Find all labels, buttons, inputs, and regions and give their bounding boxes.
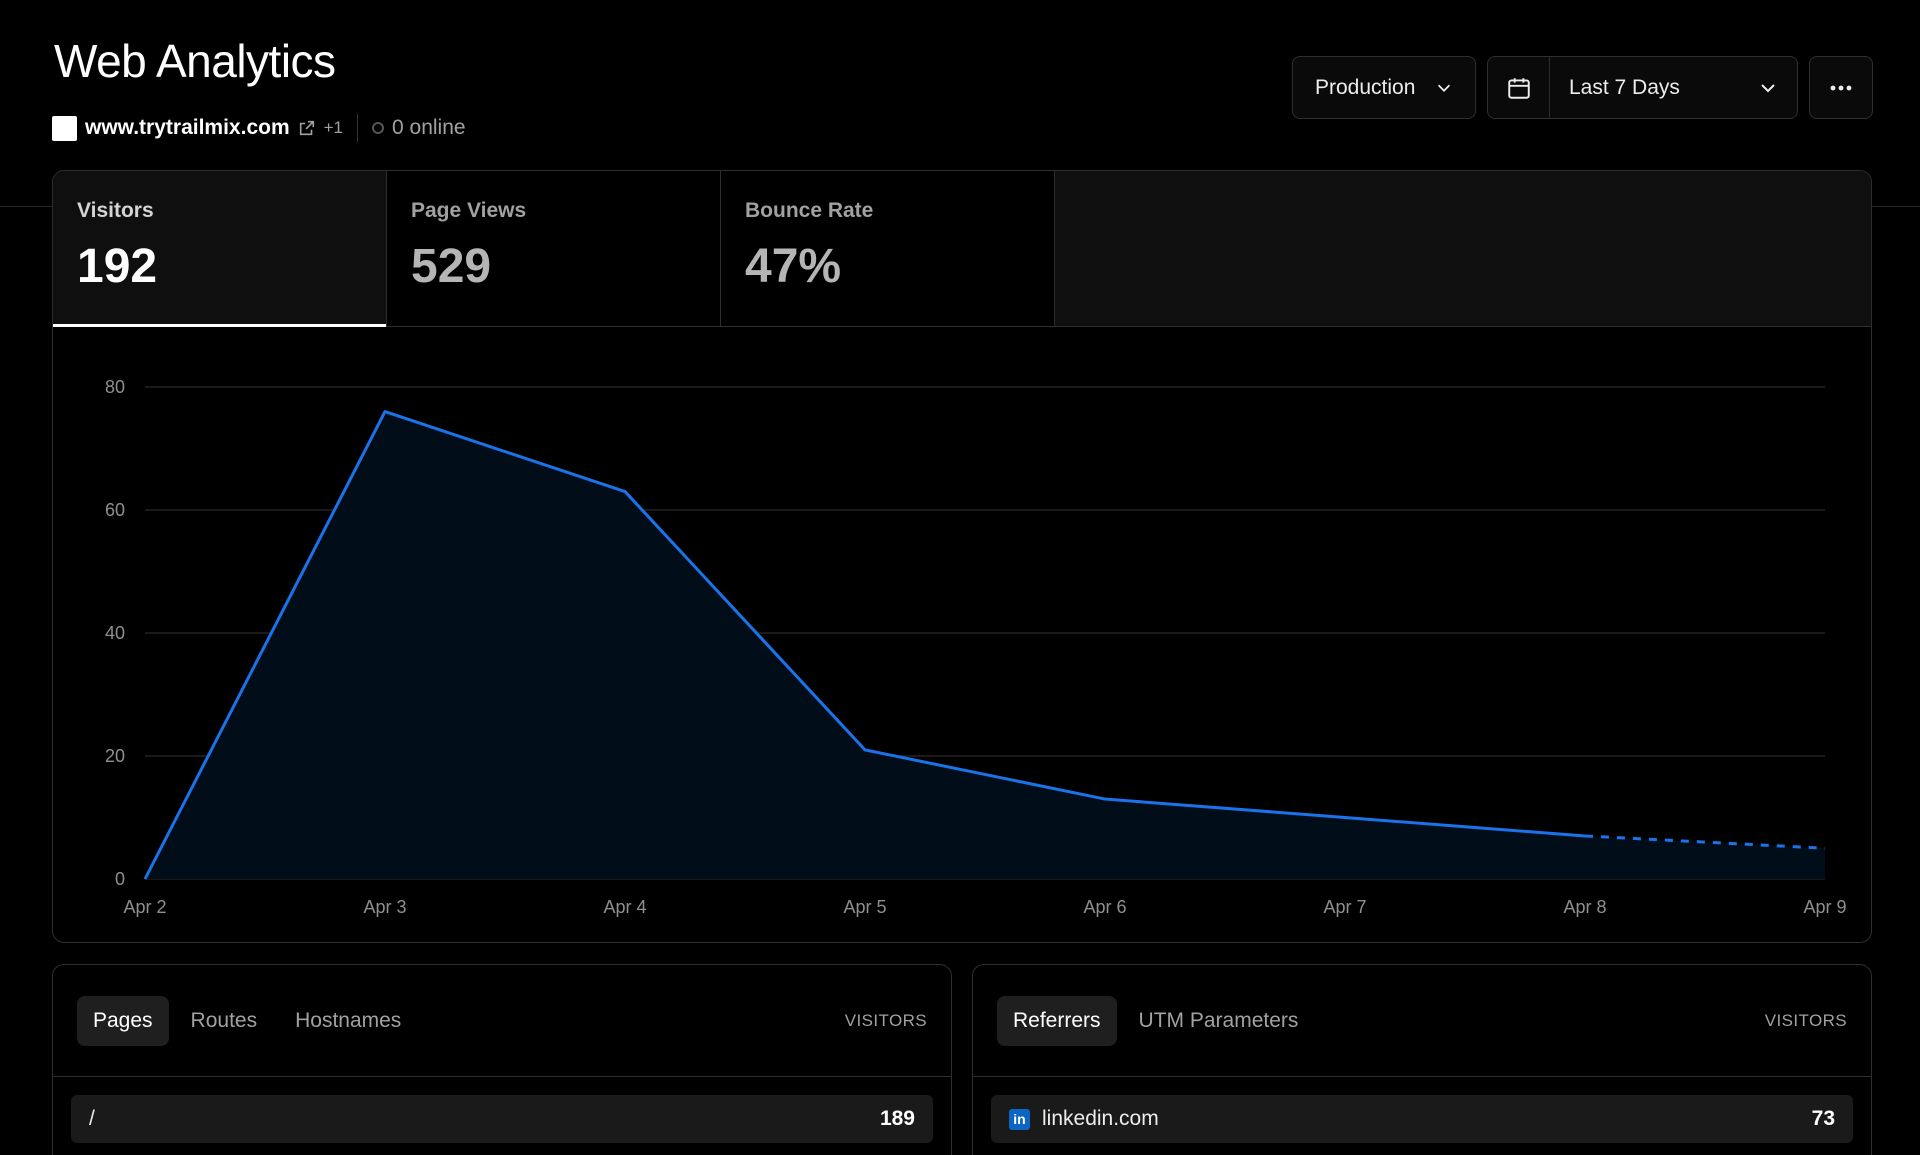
metric-tabs: Visitors 192 Page Views 529 Bounce Rate … [53,171,1871,327]
y-tick-label: 80 [105,377,125,397]
date-range-dropdown[interactable]: Last 7 Days [1550,76,1797,100]
row-value: 189 [879,1107,915,1130]
date-range-select[interactable]: Last 7 Days [1487,56,1798,119]
online-status-icon [372,122,385,134]
more-horizontal-icon [1830,85,1852,90]
metric-label: Visitors [77,199,154,222]
linkedin-icon: in [1009,1108,1030,1130]
y-tick-label: 20 [105,746,125,766]
metric-tab-page-views[interactable]: Page Views 529 [387,171,721,326]
y-tick-label: 60 [105,500,125,520]
x-tick-label: Apr 5 [843,897,886,917]
chevron-down-icon [1761,83,1775,92]
x-tick-label: Apr 4 [603,897,646,917]
column-header-visitors: VISITORS [844,1010,927,1030]
tab-routes[interactable]: Routes [190,1008,258,1032]
row-label: linkedin.com [1042,1107,1159,1130]
x-tick-label: Apr 2 [123,897,166,917]
site-row: www.trytrailmix.com +1 0 online [52,114,466,142]
visitors-chart: 0 20 40 60 80 Apr 2 Apr 3 Apr 4 Apr 5 Apr 6 Apr 7 A… [53,327,1871,942]
series-line [143,410,1586,880]
environment-select[interactable]: Production [1292,56,1476,119]
metric-value: 192 [77,240,158,293]
x-tick-label: Apr 7 [1323,897,1366,917]
series-area [145,411,1825,879]
x-tick-label: Apr 6 [1083,897,1126,917]
date-range-label: Last 7 Days [1569,75,1680,99]
y-tick-label: 0 [115,869,125,889]
tab-referrers[interactable]: Referrers [997,995,1117,1046]
metric-tab-visitors[interactable]: Visitors 192 [53,171,387,327]
tab-utm-parameters[interactable]: UTM Parameters [1138,1008,1299,1032]
metric-tab-bounce-rate[interactable]: Bounce Rate 47% [721,171,1055,326]
environment-label: Production [1315,75,1416,99]
pages-panel-header: Pages Routes Hostnames VISITORS [53,965,951,1077]
x-tick-label: Apr 9 [1803,897,1846,917]
metric-label: Bounce Rate [745,199,874,222]
site-favicon-icon [52,115,77,141]
table-row[interactable]: / 189 [71,1095,933,1143]
row-value: 73 [1811,1107,1835,1130]
external-link-icon[interactable] [298,119,316,137]
chart-svg: 0 20 40 60 80 Apr 2 Apr 3 Apr 4 Apr 5 Apr 6 Apr 7 A… [105,377,1847,917]
extra-domains-badge[interactable]: +1 [323,118,344,137]
calendar-button[interactable] [1488,57,1550,118]
online-count: 0 online [392,116,466,139]
x-tick-label: Apr 8 [1563,897,1606,917]
metric-value: 529 [411,240,492,293]
page-title: Web Analytics [54,35,336,87]
tab-pages[interactable]: Pages [77,995,169,1046]
metric-label: Page Views [411,199,527,222]
chevron-down-icon [1437,84,1451,92]
row-label: / [89,1107,95,1130]
more-options-button[interactable] [1809,56,1873,119]
table-row[interactable]: in linkedin.com 73 [991,1095,1853,1143]
y-tick-label: 40 [105,623,125,643]
analytics-card: Visitors 192 Page Views 529 Bounce Rate … [52,170,1872,943]
tab-hostnames[interactable]: Hostnames [295,1008,402,1032]
site-link[interactable]: www.trytrailmix.com [85,116,290,139]
column-header-visitors: VISITORS [1764,1010,1847,1030]
metric-value: 47% [745,240,842,293]
divider [357,114,359,142]
calendar-icon [1507,77,1530,99]
referrers-panel: Referrers UTM Parameters VISITORS in lin… [972,964,1872,1155]
metric-tabs-filler [1055,171,1871,326]
x-tick-label: Apr 3 [363,897,406,917]
pages-panel: Pages Routes Hostnames VISITORS / 189 [52,964,952,1155]
referrers-panel-header: Referrers UTM Parameters VISITORS [973,965,1871,1077]
